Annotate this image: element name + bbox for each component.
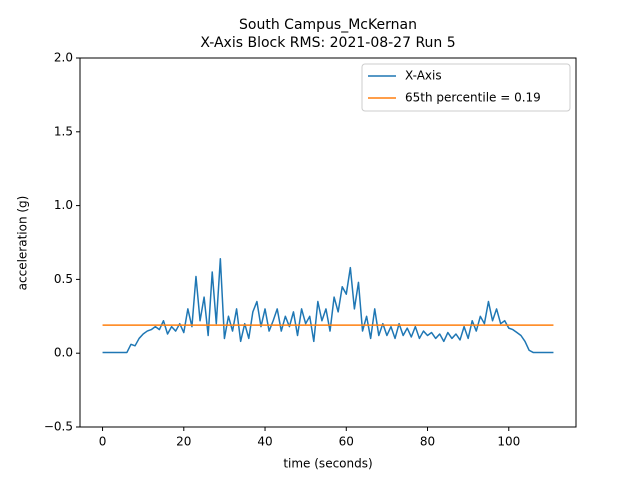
x-tick-label: 80	[420, 435, 435, 449]
x-tick-label: 40	[257, 435, 272, 449]
legend-label: 65th percentile = 0.19	[405, 91, 541, 105]
legend-label: X-Axis	[405, 69, 442, 83]
plot-frame	[79, 57, 577, 428]
x-tick-label: 0	[99, 435, 107, 449]
y-tick-label: 0.5	[54, 272, 73, 286]
x-tick-label: 100	[497, 435, 520, 449]
x-tick-label: 20	[176, 435, 191, 449]
y-axis-label: acceleration (g)	[16, 196, 30, 291]
y-tick-label: 2.0	[54, 51, 73, 65]
x-tick-label: 60	[339, 435, 354, 449]
x-axis-label: time (seconds)	[283, 457, 372, 471]
y-tick-label: 0.0	[54, 346, 73, 360]
chart-title: X-Axis Block RMS: 2021-08-27 Run 5	[200, 35, 455, 51]
y-tick-label: 1.5	[54, 124, 73, 138]
y-tick-label: 1.0	[54, 198, 73, 212]
data-line	[102, 257, 554, 354]
legend-box	[361, 63, 571, 112]
y-tick-label: −0.5	[44, 420, 73, 434]
chart-title: South Campus_McKernan	[239, 17, 417, 33]
